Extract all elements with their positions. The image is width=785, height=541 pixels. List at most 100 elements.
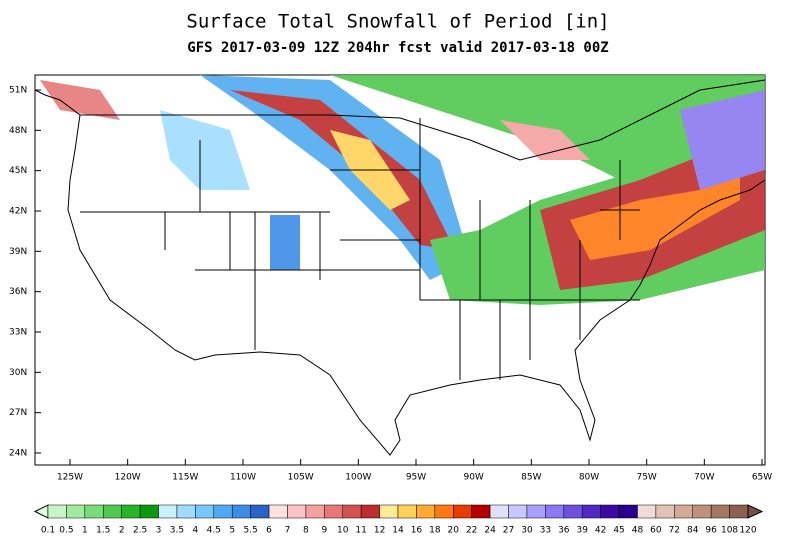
colorbar-label: 33 — [540, 526, 551, 536]
lat-label: 39N — [9, 247, 27, 257]
lon-label: 85W — [521, 473, 541, 483]
colorbar-box — [139, 504, 159, 519]
colorbar-label: 27 — [503, 526, 514, 536]
colorbar-label: 9 — [321, 526, 327, 536]
colorbar-box — [655, 504, 675, 519]
colorbar-box — [305, 504, 325, 519]
colorbar-box — [453, 504, 472, 519]
snow-field — [35, 75, 765, 305]
lon-label: 80W — [579, 473, 599, 483]
colorbar-label: 1.5 — [96, 526, 110, 536]
colorbar-box — [176, 504, 196, 519]
lat-labels: 51N 48N 45N 42N 39N 36N 33N 30N 27N 24N — [9, 86, 41, 459]
lat-label: 48N — [9, 126, 27, 136]
lat-label: 45N — [9, 166, 27, 176]
colorbar-box — [489, 504, 509, 519]
colorbar-box — [47, 504, 67, 519]
colorbar-box — [434, 504, 454, 519]
lon-label: 115W — [172, 473, 198, 483]
colorbar-box — [581, 504, 601, 519]
lon-label: 110W — [230, 473, 256, 483]
colorbar-label: 11 — [355, 526, 366, 536]
colorbar-box — [508, 504, 528, 519]
colorbar-label: 72 — [669, 526, 680, 536]
colorbar-box — [416, 504, 436, 519]
colorbar-label: 2.5 — [133, 526, 147, 536]
colorbar-label: 0.1 — [41, 526, 55, 536]
lon-label: 100W — [345, 473, 371, 483]
lat-label: 24N — [9, 449, 27, 459]
lon-label: 70W — [694, 473, 714, 483]
lon-label: 125W — [57, 473, 83, 483]
colorbar-box — [526, 504, 546, 519]
colorbar-box — [213, 504, 233, 519]
colorbar-box — [250, 504, 270, 519]
colorbar-end — [747, 504, 764, 519]
colorbar-label: 84 — [687, 526, 699, 536]
colorbar-label: 1 — [82, 526, 88, 536]
colorbar-label: 42 — [595, 526, 606, 536]
colorbar-box — [563, 504, 583, 519]
colorbar-box — [637, 504, 657, 519]
colorbar-label: 96 — [705, 526, 717, 536]
colorbar-label: 14 — [392, 526, 404, 536]
colorbar-label: 0.5 — [59, 526, 73, 536]
colorbar-box — [397, 504, 417, 519]
colorbar-box — [674, 504, 693, 519]
colorbar-label: 30 — [521, 526, 533, 536]
colorbar-label: 36 — [558, 526, 570, 536]
colorbar-box — [342, 504, 362, 519]
colorbar-box — [360, 504, 380, 519]
colorbar: 0.1 0.5 1 1.5 2 2.5 3 3.5 4 4.5 5 5.5 6 7 8 9 10 11 12 14 16… — [33, 504, 764, 536]
colorbar-box — [692, 504, 712, 519]
colorbar-label: 45 — [613, 526, 624, 536]
subtitle: GFS 2017-03-09 12Z 204hr fcst valid 2017… — [187, 40, 608, 56]
lat-label: 30N — [9, 368, 27, 378]
colorbar-label: 18 — [429, 526, 441, 536]
lon-label: 95W — [406, 473, 426, 483]
map — [34, 74, 766, 466]
colorbar-label: 5 — [229, 526, 235, 536]
colorbar-label: 48 — [632, 526, 644, 536]
colorbar-box — [84, 504, 104, 519]
colorbar-end — [33, 504, 49, 519]
colorbar-label: 8 — [303, 526, 309, 536]
colorbar-label: 4 — [193, 526, 199, 536]
colorbar-box — [379, 504, 399, 519]
colorbar-label: 5.5 — [243, 526, 257, 536]
lat-label: 33N — [9, 328, 27, 338]
colorbar-label: 4.5 — [207, 526, 221, 536]
colorbar-box — [600, 504, 620, 519]
lon-labels: 125W 120W 115W 110W 105W 100W 95W 90W 85W 80W 75W 7… — [57, 459, 772, 483]
colorbar-label: 6 — [266, 526, 272, 536]
lat-label: 42N — [9, 207, 27, 217]
lon-label: 75W — [636, 473, 656, 483]
colorbar-label: 10 — [337, 526, 349, 536]
lon-label: 90W — [463, 473, 483, 483]
colorbar-label: 24 — [484, 526, 496, 536]
colorbar-label: 16 — [411, 526, 423, 536]
colorbar-label: 2 — [119, 526, 125, 536]
colorbar-label: 20 — [448, 526, 460, 536]
title: Surface Total Snowfall of Period [in] — [186, 11, 609, 33]
colorbar-box — [66, 504, 86, 519]
colorbar-label: 120 — [739, 526, 756, 536]
colorbar-label: 12 — [374, 526, 385, 536]
colorbar-box — [287, 504, 307, 519]
colorbar-box — [158, 504, 178, 519]
lat-label: 27N — [9, 408, 27, 418]
colorbar-box — [103, 504, 122, 519]
lon-label: 120W — [115, 473, 141, 483]
colorbar-label: 3 — [156, 526, 162, 536]
colorbar-box — [471, 504, 491, 519]
colorbar-box — [710, 504, 730, 519]
colorbar-label: 3.5 — [170, 526, 184, 536]
colorbar-box — [545, 504, 565, 519]
colorbar-label: 39 — [576, 526, 588, 536]
colorbar-box — [729, 504, 749, 519]
colorbar-box — [231, 504, 251, 519]
colorbar-box — [195, 504, 215, 519]
colorbar-box — [324, 504, 343, 519]
colorbar-box — [618, 504, 638, 519]
